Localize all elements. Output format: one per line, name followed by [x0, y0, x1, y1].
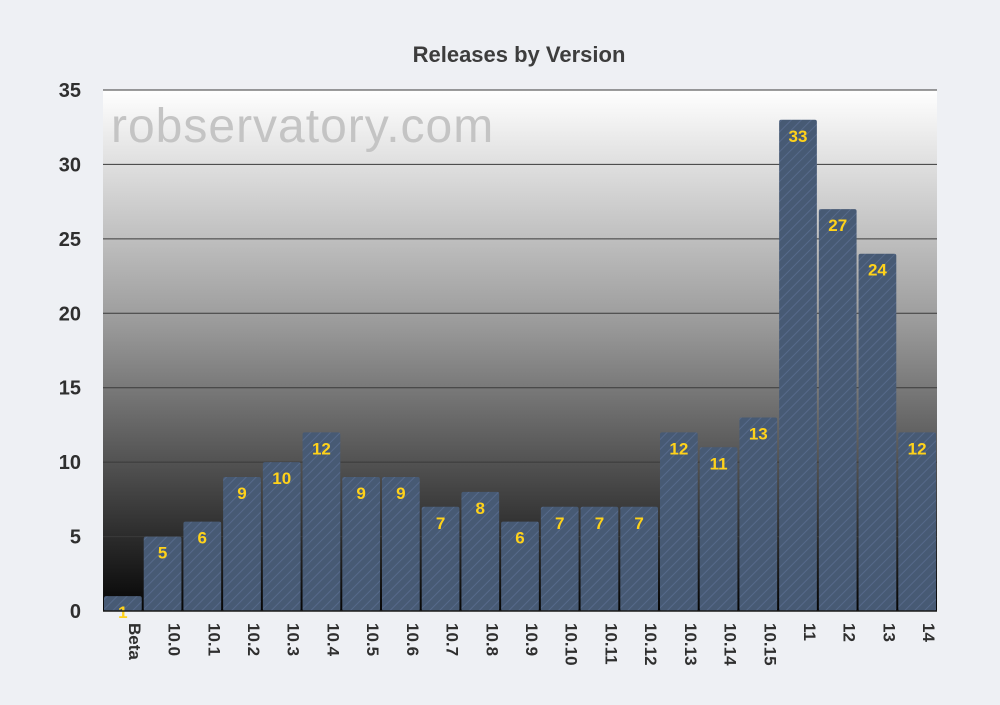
bar — [262, 462, 301, 611]
y-tick-label: 0 — [70, 601, 81, 623]
x-tick-label: 14 — [919, 623, 938, 642]
x-tick-label: 10.0 — [165, 623, 184, 656]
watermark-text: robservatory.com — [111, 100, 494, 153]
x-tick-label: 10.12 — [641, 623, 660, 666]
x-tick-label: 10.9 — [522, 623, 541, 656]
y-tick-label: 10 — [59, 452, 81, 474]
bar — [501, 521, 539, 611]
data-labels: 1 5 6 9 10 12 9 9 7 8 6 7 7 7 12 11 13 33 27 24 12 — [118, 127, 926, 622]
x-tick-label: 10.5 — [363, 623, 382, 656]
x-tick-label: 11 — [800, 623, 819, 641]
x-tick-label: 10.13 — [681, 623, 700, 666]
y-tick-label: 35 — [59, 80, 81, 102]
bar — [421, 506, 460, 611]
bar — [818, 209, 857, 612]
bar — [103, 596, 142, 611]
x-tick-label: 10.15 — [760, 623, 779, 666]
bar — [620, 506, 659, 611]
data-label: 8 — [476, 499, 485, 518]
bar — [461, 491, 500, 611]
x-tick-label: Beta — [125, 623, 144, 660]
bar — [143, 536, 182, 611]
data-label: 33 — [789, 127, 808, 146]
data-label: 12 — [908, 439, 927, 458]
y-tick-label: 20 — [59, 303, 81, 325]
data-label: 9 — [356, 484, 365, 503]
data-label: 11 — [710, 454, 728, 473]
x-tick-label: 10.6 — [403, 623, 422, 656]
data-label: 24 — [868, 261, 887, 280]
bars — [103, 119, 937, 612]
y-tick-label: 25 — [59, 229, 81, 251]
data-label: 10 — [272, 469, 291, 488]
data-label: 1 — [118, 603, 127, 622]
bar — [183, 521, 222, 611]
bar — [540, 506, 579, 611]
data-label: 12 — [669, 439, 688, 458]
data-label: 7 — [595, 514, 604, 533]
bar — [580, 506, 619, 611]
x-tick-label: 10.11 — [601, 623, 620, 665]
bar — [381, 477, 420, 611]
chart-title: Releases by Version — [413, 42, 626, 67]
y-axis-ticks: 0 5 10 15 20 25 30 35 — [59, 80, 81, 623]
bar — [302, 432, 341, 611]
x-tick-label: 10.2 — [244, 623, 263, 656]
x-tick-label: 10.4 — [323, 623, 342, 657]
x-tick-label: 10.10 — [562, 623, 581, 666]
data-label: 7 — [436, 514, 445, 533]
data-label: 5 — [158, 544, 167, 563]
data-label: 9 — [237, 484, 246, 503]
data-label: 6 — [198, 529, 207, 548]
x-tick-label: 13 — [879, 623, 898, 642]
x-tick-label: 10.8 — [482, 623, 501, 656]
bar — [898, 432, 937, 611]
data-label: 13 — [749, 424, 768, 443]
bar — [739, 417, 778, 611]
x-tick-label: 10.7 — [443, 623, 462, 656]
y-tick-label: 15 — [59, 378, 81, 400]
x-tick-label: 10.3 — [284, 623, 303, 656]
bar — [342, 477, 381, 611]
x-tick-label: 10.14 — [721, 623, 740, 666]
data-label: 7 — [555, 514, 564, 533]
x-tick-label: 12 — [840, 623, 859, 642]
bar — [858, 253, 897, 611]
bar — [699, 447, 738, 611]
bar — [659, 432, 698, 611]
bar — [779, 119, 817, 612]
bar — [223, 477, 261, 611]
data-label: 27 — [828, 216, 847, 235]
y-tick-label: 5 — [70, 527, 81, 549]
x-axis-ticks: Beta 10.0 10.1 10.2 10.3 10.4 10.5 10.6 10.7 10.8… — [125, 623, 938, 666]
data-label: 9 — [396, 484, 405, 503]
data-label: 6 — [515, 529, 524, 548]
data-label: 12 — [312, 439, 331, 458]
x-tick-label: 10.1 — [204, 623, 223, 656]
data-label: 7 — [634, 514, 643, 533]
y-tick-label: 30 — [59, 154, 81, 176]
